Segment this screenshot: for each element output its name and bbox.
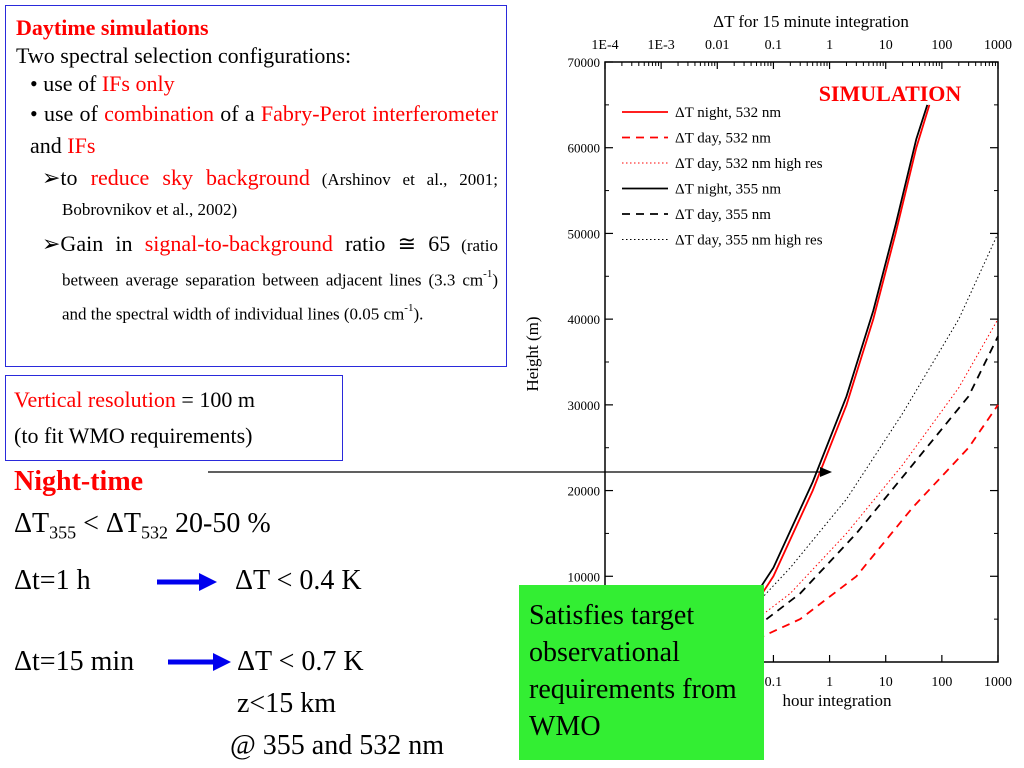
top-tick-label: 0.01 [705,38,730,53]
y-tick-label: 70000 [568,55,601,70]
bottom-tick-label: 100 [931,675,952,690]
bottom-tick-label: 0.1 [765,675,783,690]
row-15min-left: Δt=15 min [14,646,135,677]
bottom-tick-label: 10 [879,675,893,690]
chart-simulation-label: SIMULATION [819,81,962,106]
legend-label: ΔT day, 355 nm high res [675,233,823,249]
top-tick-label: 1E-4 [591,38,618,53]
vertical-resolution-line: Vertical resolution = 100 m [14,387,255,412]
row-1h-left: Δt=1 h [14,565,91,596]
delta-t-comparison: ΔT355 < ΔT532 20-50 % [14,508,271,543]
bottom-tick-label: 1000 [984,675,1012,690]
series-line-6 [733,233,999,629]
legend-label: ΔT day, 532 nm [675,131,771,147]
sub-item-sky-background: ➢to reduce sky background (Arshinov et a… [42,165,499,219]
top-tick-label: 1000 [984,38,1012,53]
top-tick-label: 10 [879,38,893,53]
top-tick-label: 100 [931,38,952,53]
sub-item-gain: ➢Gain in signal-to-background ratio ≅ 65… [42,231,498,324]
y-tick-label: 10000 [568,569,601,584]
y-tick-label: 40000 [568,312,601,327]
legend-label: ΔT day, 532 nm high res [675,156,823,172]
night-time-title: Night-time [14,466,144,497]
bottom-tick-label: 1 [826,675,833,690]
row-1h-right: ΔT < 0.4 K [235,565,362,596]
wmo-satisfies-box: Satisfies target observational requireme… [519,585,764,760]
row-15min-right: ΔT < 0.7 K [237,646,364,677]
series-line-5 [743,335,999,638]
series-line-4 [733,104,929,629]
vertical-resolution-box: Vertical resolution = 100 m (to fit WMO … [5,375,343,461]
chart-y-axis-label: Height (m) [523,316,542,391]
legend-label: ΔT night, 355 nm [675,182,781,198]
chart-top-title: ΔT for 15 minute integration [713,12,909,31]
y-tick-label: 30000 [568,398,601,413]
top-tick-label: 0.1 [765,38,783,53]
chart-bottom-title: hour integration [782,691,892,710]
top-tick-label: 1E-3 [648,38,675,53]
blue-arrow-icon [168,653,231,671]
blue-arrow-icon [157,573,217,591]
y-tick-label: 50000 [568,226,601,241]
legend-label: ΔT day, 355 nm [675,207,771,223]
y-tick-label: 20000 [568,484,601,499]
row-altitude: z<15 km [237,688,336,719]
legend-label: ΔT night, 532 nm [675,105,781,121]
bullet-combination: • use of combination of a Fabry-Perot in… [30,101,499,158]
wmo-requirement-line: (to fit WMO requirements) [14,423,253,448]
series-line-1 [733,104,931,637]
series-line-3 [733,318,999,637]
daytime-title: Daytime simulations [16,15,209,40]
daytime-box: Daytime simulations Two spectral selecti… [5,5,507,367]
top-tick-label: 1 [826,38,833,53]
y-tick-label: 60000 [568,141,601,156]
series-line-2 [743,404,999,646]
daytime-line1: Two spectral selection configurations: [16,43,352,68]
row-wavelengths: @ 355 and 532 nm [230,730,444,761]
bullet-ifs-only: • use of IFs only [30,71,175,96]
legend-background [619,100,877,255]
pointer-arrow-head [820,467,832,477]
